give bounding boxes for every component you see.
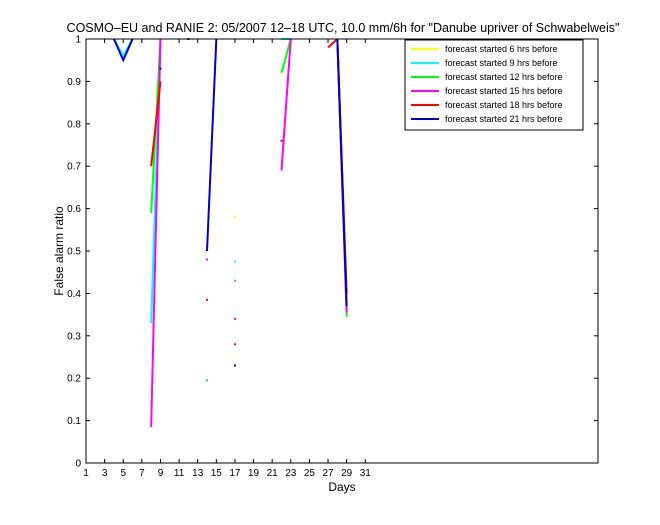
x-tick-label: 1	[83, 468, 89, 479]
y-tick-label: 0.1	[67, 416, 81, 427]
legend-box	[404, 39, 584, 131]
series-line	[280, 38, 292, 74]
legend-label: forecast started 15 hrs before	[445, 86, 563, 96]
x-tick-label: 15	[211, 468, 223, 479]
data-point	[159, 67, 162, 70]
x-axis-label: Days	[328, 480, 355, 494]
plot-frame	[85, 38, 599, 464]
x-tick-label: 31	[360, 468, 372, 479]
legend-label: forecast started 21 hrs before	[445, 114, 563, 124]
y-tick-label: 0.6	[67, 204, 81, 215]
y-tick-label: 1	[75, 35, 81, 46]
x-tick-label: 3	[102, 468, 108, 479]
data-point	[233, 216, 236, 219]
data-point	[206, 258, 209, 261]
y-axis-label: False alarm ratio	[52, 206, 66, 296]
y-tick-label: 0.4	[67, 289, 81, 300]
data-point	[280, 139, 283, 142]
y-tick-label: 0.5	[67, 247, 81, 258]
y-tick-label: 0.3	[67, 331, 81, 342]
x-tick-label: 21	[267, 468, 279, 479]
y-tick-label: 0.9	[67, 77, 81, 88]
y-tick-label: 0.2	[67, 374, 81, 385]
x-tick-label: 13	[192, 468, 204, 479]
x-tick-label: 5	[120, 468, 126, 479]
y-tick-label: 0.8	[67, 119, 81, 130]
series-line	[280, 38, 292, 171]
x-tick-label: 9	[158, 468, 164, 479]
series-line	[327, 38, 339, 49]
series-layer	[113, 38, 348, 427]
x-tick-label: 23	[285, 468, 297, 479]
x-axis-ticks: 1 3 5 7 9 11 13 15 17 19 21 23 25 27 29 31	[83, 39, 371, 479]
legend-label: forecast started 9 hrs before	[445, 58, 558, 68]
y-tick-label: 0	[75, 459, 81, 470]
data-point	[233, 343, 236, 346]
x-tick-label: 17	[229, 468, 241, 479]
series-line	[113, 38, 134, 63]
x-tick-label: 29	[341, 468, 353, 479]
x-tick-label: 25	[304, 468, 316, 479]
data-point	[206, 298, 209, 301]
x-tick-label: 7	[139, 468, 145, 479]
legend: forecast started 6 hrs before forecast st…	[404, 39, 584, 131]
data-point	[233, 364, 236, 367]
data-point	[233, 260, 236, 263]
data-point	[233, 279, 236, 282]
y-axis-ticks: 0 0.1 0.2 0.3 0.4 0.5 0.6 0.7 0.8 0.9 1	[67, 35, 598, 470]
series-6	[113, 38, 348, 367]
x-tick-label: 11	[174, 468, 185, 479]
data-point	[233, 317, 236, 320]
x-tick-label: 19	[248, 468, 260, 479]
legend-label: forecast started 6 hrs before	[445, 44, 558, 54]
legend-label: forecast started 18 hrs before	[445, 100, 563, 110]
series-line	[206, 38, 218, 252]
x-tick-label: 27	[322, 468, 334, 479]
data-point	[206, 379, 209, 382]
series-line	[336, 38, 348, 307]
chart-title: COSMO–EU and RANIE 2: 05/2007 12–18 UTC,…	[67, 21, 620, 35]
series-line	[150, 81, 162, 167]
y-tick-label: 0.7	[67, 162, 81, 173]
legend-label: forecast started 12 hrs before	[445, 72, 563, 82]
